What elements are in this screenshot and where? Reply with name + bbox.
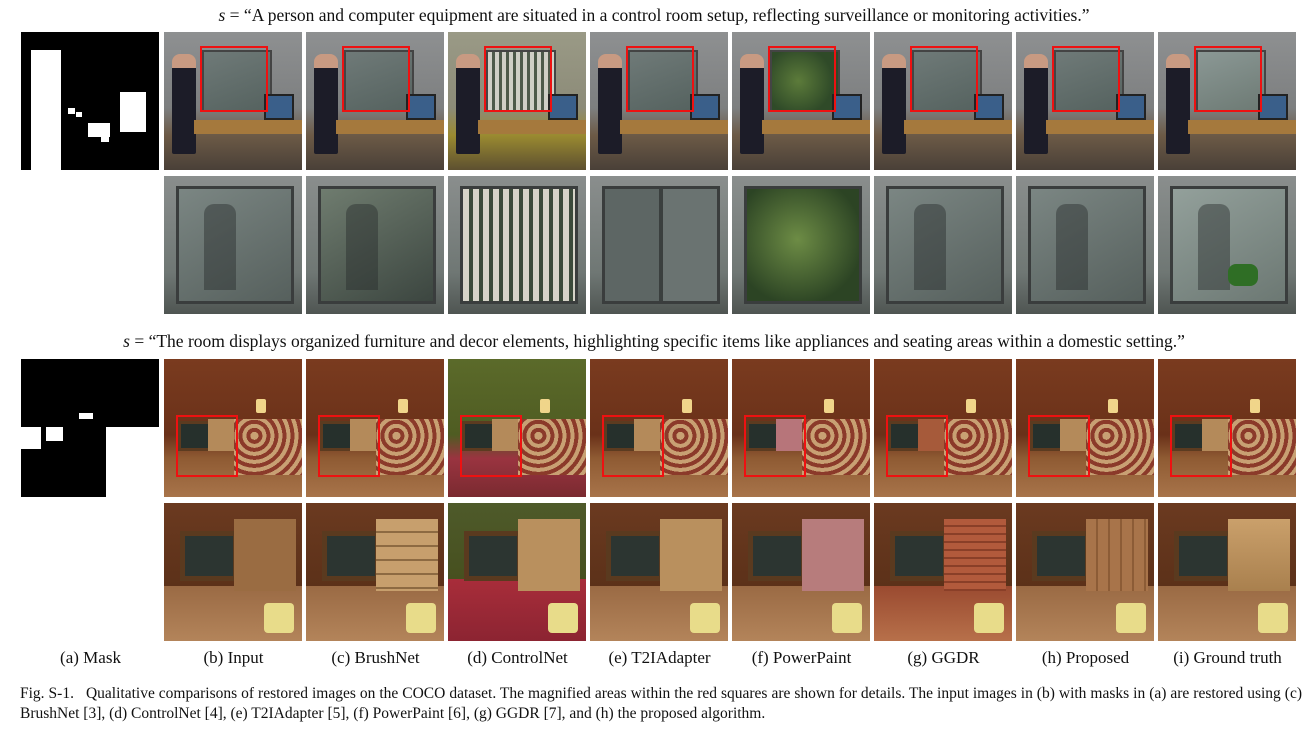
prompt-2: s = “The room displays organized furnitu… (0, 331, 1308, 352)
scene-2-ground-truth (1158, 359, 1296, 497)
scene-1-input-zoom (164, 176, 302, 314)
scene-2-proposed (1016, 359, 1154, 497)
scene-1-ground-truth (1158, 32, 1296, 170)
scene-1-ggdr-zoom (874, 176, 1012, 314)
scene-2-controlnet-zoom (448, 503, 586, 641)
scene-2-ground-truth-zoom (1158, 503, 1296, 641)
scene-2-brushnet (306, 359, 444, 497)
scene-2-ggdr-zoom (874, 503, 1012, 641)
prompt-1-variable: s (218, 5, 226, 25)
prompt-2-variable: s (123, 331, 130, 351)
scene-2-powerpaint-zoom (732, 503, 870, 641)
prompt-2-equals: = (134, 331, 145, 351)
scene-1-brushnet (306, 32, 444, 170)
scene-2-t2iadapter-zoom (590, 503, 728, 641)
column-caption-powerpaint: (f) PowerPaint (751, 648, 852, 667)
scene-2-proposed-zoom (1016, 503, 1154, 641)
scene-1-controlnet-zoom (448, 176, 586, 314)
scene-1-powerpaint (732, 32, 870, 170)
scene-2-powerpaint (732, 359, 870, 497)
column-caption-proposed: (h) Proposed (1041, 648, 1130, 667)
scene-2-input (164, 359, 302, 497)
column-caption-controlnet: (d) ControlNet (467, 648, 568, 667)
column-caption-input: (b) Input (203, 648, 264, 667)
column-caption-brushnet: (c) BrushNet (331, 648, 420, 667)
scene-1-ggdr (874, 32, 1012, 170)
prompt-1-equals: = (229, 5, 240, 25)
prompt-1: s = “A person and computer equipment are… (0, 5, 1308, 26)
mask-1 (21, 32, 159, 170)
scene-1-powerpaint-zoom (732, 176, 870, 314)
scene-1-proposed-zoom (1016, 176, 1154, 314)
column-caption-t2iadapter: (e) T2IAdapter (608, 648, 711, 667)
prompt-2-text: “The room displays organized furniture a… (148, 331, 1185, 351)
scene-1-brushnet-zoom (306, 176, 444, 314)
scene-2-brushnet-zoom (306, 503, 444, 641)
column-caption-ground-truth: (i) Ground truth (1173, 648, 1282, 667)
scene-1-controlnet (448, 32, 586, 170)
scene-2-input-zoom (164, 503, 302, 641)
scene-1-proposed (1016, 32, 1154, 170)
column-caption-ggdr: (g) GGDR (907, 648, 980, 667)
scene-1-t2iadapter (590, 32, 728, 170)
column-caption-mask: (a) Mask (60, 648, 121, 667)
scene-1-input (164, 32, 302, 170)
figure-caption-text: Qualitative comparisons of restored imag… (20, 685, 1302, 722)
figure-caption: Fig. S-1. Qualitative comparisons of rest… (20, 684, 1302, 723)
scene-2-controlnet (448, 359, 586, 497)
prompt-1-text: “A person and computer equipment are sit… (243, 5, 1090, 25)
scene-1-ground-truth-zoom (1158, 176, 1296, 314)
mask-2 (21, 359, 159, 497)
scene-2-ggdr (874, 359, 1012, 497)
figure-label: Fig. S-1. (20, 685, 74, 702)
scene-2-t2iadapter (590, 359, 728, 497)
scene-1-t2iadapter-zoom (590, 176, 728, 314)
